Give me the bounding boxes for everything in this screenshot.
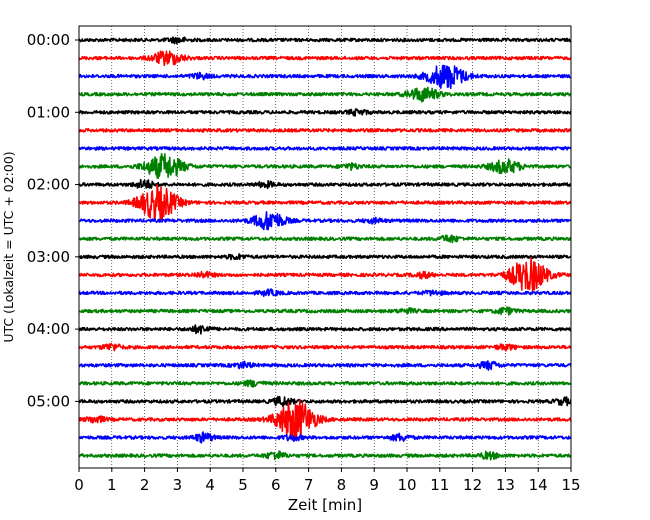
trace-line	[79, 288, 571, 297]
y-tick-label: 03:00	[27, 248, 70, 266]
plot-frame	[78, 25, 572, 469]
x-tick-label: 1	[107, 476, 117, 494]
trace-line	[79, 253, 571, 261]
trace-line	[79, 211, 571, 231]
x-tick-label: 0	[74, 476, 84, 494]
trace-line	[79, 108, 571, 117]
trace-line	[79, 450, 571, 461]
trace-line	[79, 127, 571, 133]
x-tick-label: 13	[496, 476, 515, 494]
y-axis-title: UTC (Lokalzeit = UTC + 02:00)	[1, 151, 16, 342]
y-tick-label: 01:00	[27, 103, 70, 121]
trace-line	[79, 342, 571, 352]
y-tick-label: 05:00	[27, 392, 70, 410]
trace-line	[79, 398, 571, 441]
x-tick-label: 4	[205, 476, 215, 494]
x-axis-title: Zeit [min]	[288, 496, 362, 514]
x-tick-label: 6	[271, 476, 281, 494]
trace-line	[79, 360, 571, 371]
x-tick-label: 12	[463, 476, 482, 494]
x-tick-label: 9	[369, 476, 379, 494]
y-tick-label: 04:00	[27, 320, 70, 338]
trace-line	[79, 395, 571, 408]
x-tick-label: 2	[140, 476, 150, 494]
trace-line	[79, 379, 571, 388]
x-tick-label: 8	[337, 476, 347, 494]
x-tick-label: 7	[304, 476, 314, 494]
y-tick-label: 02:00	[27, 176, 70, 194]
trace-line	[79, 306, 571, 316]
trace-line	[79, 146, 571, 151]
y-axis: 00:00 01:00 02:00 03:00 04:00 05:00	[27, 31, 79, 410]
trace-line	[79, 64, 571, 90]
trace-line	[79, 178, 571, 190]
x-tick-label: 10	[397, 476, 416, 494]
x-tick-label: 15	[561, 476, 580, 494]
trace-layer	[79, 36, 571, 461]
trace-line	[79, 152, 571, 180]
trace-line	[79, 50, 571, 67]
trace-line	[79, 324, 571, 335]
x-tick-label: 14	[529, 476, 548, 494]
trace-line	[79, 184, 571, 222]
trace-line	[79, 257, 571, 292]
trace-line	[79, 36, 571, 45]
y-tick-label: 00:00	[27, 31, 70, 49]
trace-line	[79, 86, 571, 103]
x-tick-label: 11	[430, 476, 449, 494]
trace-line	[79, 431, 571, 444]
trace-line	[79, 234, 571, 244]
x-tick-label: 5	[238, 476, 248, 494]
x-tick-label: 3	[173, 476, 183, 494]
x-axis: 0 1 2 3 4 5 6 7 8 9 10 11 12 13 14 15	[74, 468, 581, 494]
